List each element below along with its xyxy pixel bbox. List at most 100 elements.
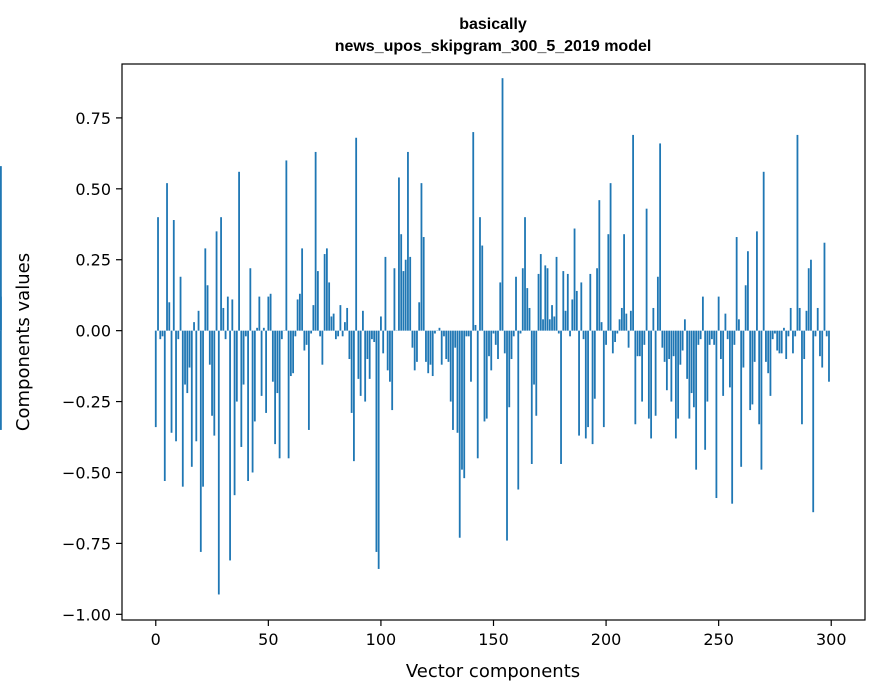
bar	[278, 330, 281, 459]
bar	[289, 330, 292, 377]
bar	[573, 228, 576, 331]
bar	[456, 330, 459, 433]
bar	[312, 305, 315, 331]
bar	[258, 296, 261, 331]
bar	[512, 330, 515, 337]
bar	[373, 330, 376, 342]
bar	[783, 327, 785, 331]
bar	[609, 183, 612, 331]
bar	[618, 319, 621, 331]
bar	[821, 330, 824, 368]
bar	[488, 330, 490, 357]
bar	[535, 330, 538, 416]
bar	[362, 310, 364, 331]
bar	[542, 319, 544, 331]
bar	[593, 330, 596, 399]
chart-title-line-2: news_upos_skipgram_300_5_2019 model	[335, 38, 652, 55]
bar	[526, 288, 529, 331]
bar	[420, 183, 423, 331]
bar	[440, 330, 443, 365]
plot-frame	[121, 63, 866, 621]
bar	[566, 273, 569, 331]
bar	[774, 330, 776, 334]
bar	[620, 307, 623, 331]
bar	[665, 330, 668, 391]
bar	[510, 330, 513, 360]
bar	[353, 330, 355, 462]
bar	[339, 305, 342, 331]
bar	[177, 330, 180, 340]
bar	[537, 273, 540, 331]
bar	[602, 330, 605, 428]
bar	[235, 330, 238, 402]
bar	[551, 305, 553, 331]
bar	[247, 330, 249, 481]
bar	[724, 313, 727, 331]
bar	[280, 330, 283, 340]
bar	[634, 330, 637, 425]
bar	[267, 296, 270, 331]
bar	[828, 330, 830, 382]
bar	[208, 330, 211, 365]
bar	[801, 330, 803, 425]
bar	[803, 330, 806, 360]
bar	[530, 330, 533, 464]
bar	[474, 324, 477, 331]
bar-series	[0, 78, 830, 595]
y-tick-label: −0.25	[62, 393, 111, 412]
y-tick-label: 0.25	[75, 251, 111, 270]
bar	[681, 330, 684, 351]
bar	[251, 330, 254, 473]
bar	[350, 330, 353, 413]
bar	[690, 330, 693, 394]
bar	[256, 327, 258, 331]
bar	[402, 271, 405, 331]
bar	[382, 330, 385, 354]
bar	[708, 330, 711, 345]
bar	[812, 330, 815, 513]
bar	[427, 330, 430, 374]
bar	[418, 302, 421, 331]
bar	[391, 330, 394, 411]
bar	[627, 330, 630, 348]
bar	[166, 183, 168, 331]
bar	[494, 330, 497, 345]
bar	[697, 330, 700, 345]
y-tick-label: −0.75	[62, 534, 111, 553]
bar	[569, 330, 571, 337]
bar	[738, 319, 740, 331]
bar	[359, 330, 362, 396]
bar	[762, 171, 765, 331]
bar	[425, 330, 427, 362]
bar	[193, 322, 195, 331]
bar	[508, 330, 511, 408]
bar	[375, 330, 378, 552]
x-tick-label: 250	[703, 630, 734, 649]
bar	[555, 256, 558, 331]
x-tick-label: 100	[366, 630, 397, 649]
bar	[616, 330, 619, 334]
bar	[242, 330, 245, 385]
bar	[199, 330, 202, 552]
bar	[305, 330, 308, 345]
bar	[161, 330, 164, 337]
bar	[629, 310, 632, 331]
bar	[213, 330, 216, 436]
bar	[645, 208, 648, 331]
bar	[756, 231, 758, 331]
bar	[672, 330, 675, 357]
bar	[706, 330, 709, 402]
bar	[560, 330, 562, 464]
bar	[521, 268, 524, 331]
bar	[253, 330, 256, 422]
x-tick-label: 150	[478, 630, 509, 649]
bar	[789, 307, 792, 331]
bar	[533, 330, 535, 385]
bar	[222, 307, 225, 331]
x-tick-label: 200	[591, 630, 622, 649]
bar	[578, 330, 580, 436]
bar	[163, 330, 166, 481]
bar	[656, 276, 659, 331]
bar	[769, 330, 772, 396]
bar	[249, 268, 252, 331]
